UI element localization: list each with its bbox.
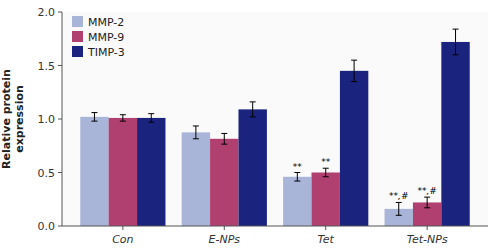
- x-tick-label: Tet: [317, 233, 334, 246]
- y-axis-label-line: expression: [13, 85, 26, 153]
- error-bar-stem: [94, 113, 95, 122]
- error-bar-cap: [323, 168, 329, 169]
- error-bar-cap: [453, 29, 459, 30]
- error-bar-stem: [151, 114, 152, 123]
- error-bar-cap: [221, 133, 227, 134]
- chart: 0.0 0.5 1.0 1.5 2.0 Relative proteinexpressio…: [0, 0, 500, 252]
- bar: [238, 109, 266, 226]
- error-bar-stem: [224, 133, 225, 144]
- bars: [80, 29, 469, 226]
- error-bar-stem: [297, 173, 298, 182]
- error-bar-cap: [424, 207, 430, 208]
- error-bar-cap: [396, 215, 402, 216]
- error-bar: [221, 133, 227, 144]
- error-bar-stem: [325, 168, 326, 177]
- y-tick-label: 2.0: [38, 6, 56, 19]
- error-bar-cap: [453, 54, 459, 55]
- x-tick: [224, 226, 225, 230]
- annotation: **: [321, 157, 331, 167]
- error-bar-stem: [455, 29, 456, 55]
- error-bar-cap: [193, 125, 199, 126]
- error-bar-cap: [91, 121, 97, 122]
- error-bar: [120, 115, 126, 121]
- bar: [283, 177, 311, 226]
- error-bar-cap: [193, 138, 199, 139]
- error-bar-cap: [250, 101, 256, 102]
- legend-label: MMP-9: [88, 31, 124, 44]
- legend-swatch: [72, 31, 83, 42]
- error-bar-cap: [323, 176, 329, 177]
- x-tick: [325, 226, 326, 230]
- annotation: **,#: [389, 191, 408, 201]
- error-bar-cap: [351, 60, 357, 61]
- legend-swatch: [72, 16, 83, 27]
- error-bar-cap: [120, 114, 126, 115]
- error-bar: [351, 60, 357, 81]
- error-bar: [91, 113, 97, 122]
- error-bar-stem: [427, 197, 428, 208]
- bar: [80, 117, 108, 226]
- error-bar-stem: [195, 126, 196, 139]
- bar: [441, 42, 469, 226]
- legend-label: MMP-2: [88, 16, 124, 29]
- error-bar: [294, 173, 300, 182]
- error-bar: [396, 202, 402, 215]
- annotation: **: [293, 162, 303, 172]
- y-axis-line: [62, 12, 63, 226]
- error-bar-cap: [221, 144, 227, 145]
- error-bar-stem: [354, 60, 355, 81]
- x-tick-label: Tet-NPs: [407, 233, 448, 246]
- error-bar-cap: [250, 116, 256, 117]
- bar: [340, 71, 368, 226]
- error-bar: [424, 197, 430, 208]
- error-bar-cap: [148, 122, 154, 123]
- y-tick: [58, 172, 62, 173]
- x-tick: [122, 226, 123, 230]
- bar: [182, 132, 210, 226]
- y-tick: [58, 12, 62, 13]
- error-bar-cap: [424, 197, 430, 198]
- error-bar: [148, 114, 154, 123]
- y-tick-label: 1.0: [38, 113, 56, 126]
- x-axis-line: [62, 226, 488, 227]
- error-bar: [323, 168, 329, 177]
- error-bar: [250, 102, 256, 117]
- error-bar: [193, 126, 199, 139]
- y-tick: [58, 65, 62, 66]
- y-tick: [58, 119, 62, 120]
- bar: [137, 118, 165, 226]
- error-bar-cap: [294, 181, 300, 182]
- error-bar-stem: [122, 115, 123, 121]
- annotation: **,#: [417, 186, 436, 196]
- error-bar-cap: [294, 172, 300, 173]
- x-tick: [427, 226, 428, 230]
- bar: [312, 173, 340, 227]
- legend: MMP-2 MMP-9 TIMP-3: [72, 16, 125, 59]
- error-bar-stem: [252, 102, 253, 117]
- bar: [109, 118, 137, 226]
- legend-swatch: [72, 46, 83, 57]
- y-axis-label: Relative proteinexpression: [0, 69, 26, 169]
- error-bar-cap: [148, 113, 154, 114]
- y-axis-label-line: Relative protein: [0, 69, 13, 169]
- legend-label: TIMP-3: [87, 46, 125, 59]
- y-tick-label: 1.5: [38, 60, 56, 73]
- plot-background: [62, 12, 488, 226]
- y-tick-label: 0.5: [38, 167, 56, 180]
- error-bar: [453, 29, 459, 55]
- y-tick-label: 0.0: [38, 220, 56, 233]
- bar: [210, 139, 238, 226]
- error-bar-cap: [351, 81, 357, 82]
- error-bar-cap: [91, 112, 97, 113]
- x-tick-label: E-NPs: [209, 233, 241, 246]
- y-tick: [58, 226, 62, 227]
- error-bar-cap: [396, 202, 402, 203]
- error-bar-stem: [398, 202, 399, 215]
- error-bar-cap: [120, 121, 126, 122]
- x-tick-label: Con: [112, 233, 133, 246]
